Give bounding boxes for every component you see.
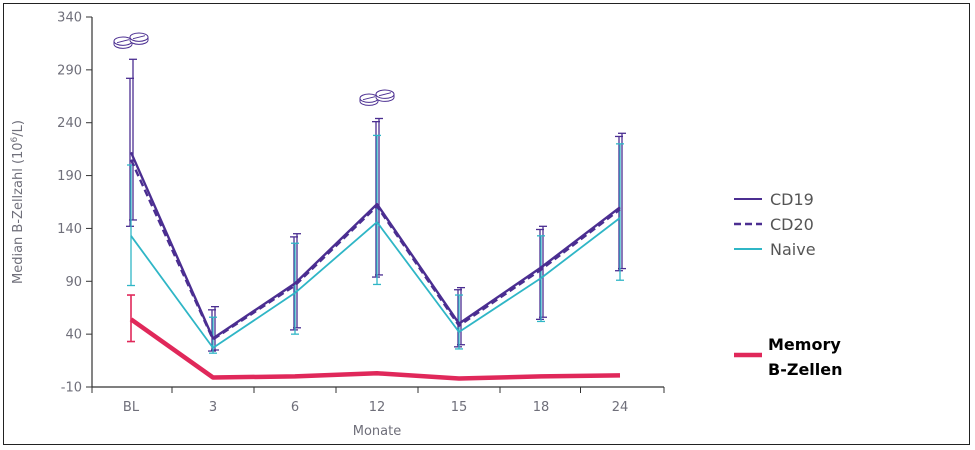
x-tick-label: BL [123, 400, 140, 415]
legend-label-cd20: CD20 [770, 215, 814, 234]
y-tick-label: 40 [65, 328, 82, 343]
y-axis-title: Median B-Zellzahl (106/L) [10, 120, 26, 284]
pill-score [362, 96, 376, 101]
x-tick-label: 3 [209, 400, 217, 415]
y-tick-label: 140 [57, 222, 82, 237]
x-tick-label: 24 [612, 400, 629, 415]
legend-label-memory-line2: B-Zellen [768, 360, 843, 379]
series-lines [129, 151, 621, 381]
x-tick-label: 6 [291, 400, 299, 415]
pill-icon [359, 89, 395, 106]
chart-frame: 340 290 240 190 140 90 40 -10 BL 3 6 12 15 18 24 Monate… [3, 3, 970, 445]
x-tick-label: 12 [369, 400, 386, 415]
axes: 340 290 240 190 140 90 40 -10 BL 3 6 12 15 18 24 Monate… [10, 11, 665, 439]
x-axis-title: Monate [353, 424, 401, 439]
annotation-icons [113, 32, 395, 106]
series-line-naive [130, 217, 621, 349]
pill-score [132, 35, 146, 40]
y-tick-label: 340 [57, 11, 82, 26]
series-line-cd19 [129, 151, 621, 340]
y-tick-label: 290 [57, 63, 82, 78]
y-tick-label: 190 [57, 169, 82, 184]
pill-icon [113, 32, 149, 49]
pill-score [378, 92, 392, 97]
y-tick-label: -10 [61, 381, 82, 396]
pill-score [116, 39, 130, 44]
x-tick-label: 18 [533, 400, 550, 415]
legend-label-naive: Naive [770, 240, 816, 259]
line-chart: 340 290 240 190 140 90 40 -10 BL 3 6 12 15 18 24 Monate… [10, 11, 843, 440]
legend: CD19 CD20 Naive Memory B-Zellen [734, 190, 843, 379]
y-tick-label: 240 [57, 116, 82, 131]
legend-label-memory-line1: Memory [768, 335, 841, 354]
legend-label-cd19: CD19 [770, 190, 814, 209]
series-line-memory-b-zellen [129, 317, 621, 381]
x-tick-label: 15 [451, 400, 468, 415]
y-tick-label: 90 [65, 275, 82, 290]
